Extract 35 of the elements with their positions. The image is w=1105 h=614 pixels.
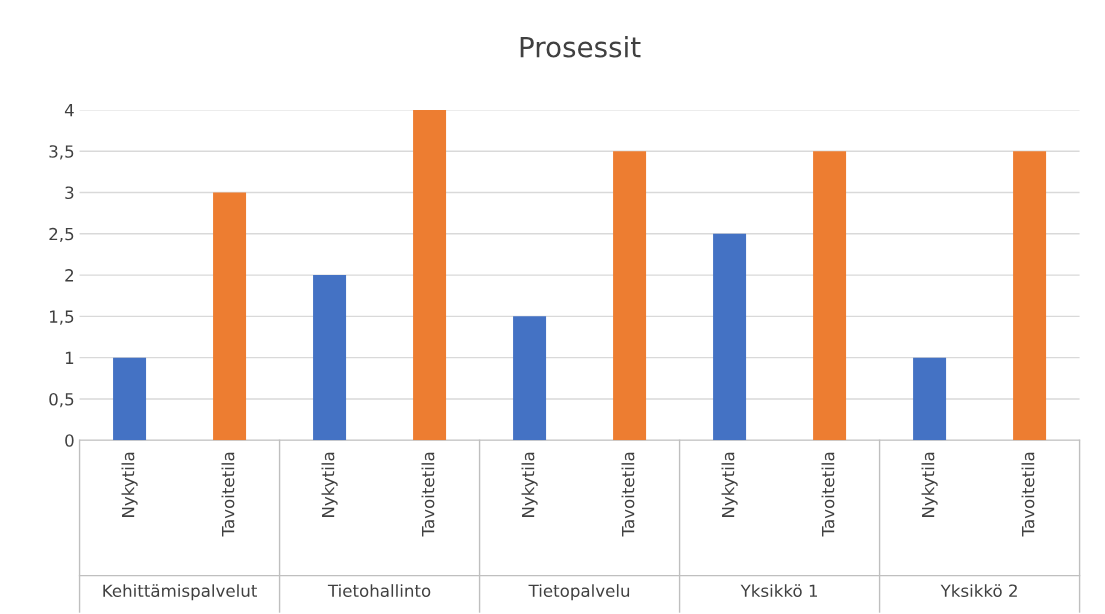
y-tick-label: 0 [65,434,74,447]
x-tick-label: Tavoitetila [421,452,435,537]
bar [913,357,947,441]
bar [413,109,447,441]
y-tick-label: 2 [65,269,74,282]
x-tick-label: Nykytila [121,452,138,517]
bar [613,151,647,441]
bar [513,316,547,441]
y-tick-label: 0,5 [49,392,74,408]
bar [213,192,247,441]
y-tick-label: 1 [65,351,74,364]
bar [1013,151,1047,441]
text: Tietopalvelu [528,584,630,601]
x-tick-label: Nykytila [921,452,938,517]
chart-title: Prosessit [520,36,641,58]
bar [813,151,847,441]
y-tick-label: 4 [64,104,74,117]
x-tick-label: Tavoitetila [621,452,635,537]
y-tick-label: 3,5 [49,145,74,160]
bar [113,357,147,441]
x-tick-label: Nykytila [321,452,338,517]
text: Yksikkö 2 [940,584,1017,598]
x-tick-label: Tavoitetila [221,452,235,537]
text: Tietohallinto [327,584,431,598]
text: Yksikkö 1 [740,584,818,598]
x-tick-label: Tavoitetila [821,452,835,537]
x-tick-label: Nykytila [521,452,538,517]
y-tick-label: 2,5 [49,227,74,243]
bar [713,233,747,441]
text: Kehittämispalvelut [103,584,257,601]
y-tick-label: 1,5 [50,310,74,325]
x-tick-label: Nykytila [721,452,738,517]
y-tick-label: 3 [65,186,74,200]
x-tick-label: Tavoitetila [1021,452,1035,537]
bar [313,275,347,441]
